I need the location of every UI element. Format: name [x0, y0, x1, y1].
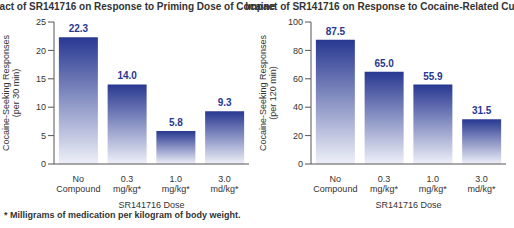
svg-text:80: 80: [293, 46, 303, 56]
svg-text:87.5: 87.5: [326, 26, 346, 37]
svg-text:SR141716 Dose: SR141716 Dose: [375, 200, 441, 208]
svg-text:Cocaine-Seeking Responses(per: Cocaine-Seeking Responses(per 30 min): [8, 34, 21, 151]
svg-text:31.5: 31.5: [472, 105, 492, 116]
svg-text:15: 15: [36, 74, 46, 84]
svg-text:0: 0: [41, 159, 46, 169]
svg-text:65.0: 65.0: [374, 58, 394, 69]
svg-text:60: 60: [293, 74, 303, 84]
svg-text:1.0mg/kg*: 1.0mg/kg*: [162, 174, 191, 194]
svg-text:5.8: 5.8: [169, 117, 183, 128]
html-text:* Milligrams of medication per: * Milligrams of medication per kilogram …: [4, 210, 241, 220]
svg-text:SR141716 Dose: SR141716 Dose: [118, 200, 184, 208]
svg-text:5: 5: [41, 131, 46, 141]
svg-text:55.9: 55.9: [423, 71, 443, 82]
svg-text:1.0mg/kg*: 1.0mg/kg*: [419, 174, 448, 194]
svg-text:40: 40: [293, 102, 303, 112]
svg-text:Cocaine-Seeking Responses(per: Cocaine-Seeking Responses(per 120 min): [258, 34, 278, 151]
svg-text:3.0md/kg*: 3.0md/kg*: [211, 174, 240, 194]
svg-text:0.3mg/kg*: 0.3mg/kg*: [370, 174, 399, 194]
svg-text:0: 0: [298, 159, 303, 169]
svg-text:100: 100: [288, 17, 303, 27]
svg-text:20: 20: [36, 46, 46, 56]
svg-text:9.3: 9.3: [218, 97, 232, 108]
svg-text:3.0md/kg*: 3.0md/kg*: [468, 174, 497, 194]
svg-text:20: 20: [293, 131, 303, 141]
svg-text:14.0: 14.0: [117, 70, 137, 81]
svg-text:25: 25: [36, 17, 46, 27]
svg-text:0.3mg/kg*: 0.3mg/kg*: [113, 174, 142, 194]
svg-text:NoCompound: NoCompound: [56, 174, 100, 194]
svg-text:NoCompound: NoCompound: [313, 174, 357, 194]
svg-text:22.3: 22.3: [69, 23, 89, 34]
svg-text:10: 10: [36, 102, 46, 112]
